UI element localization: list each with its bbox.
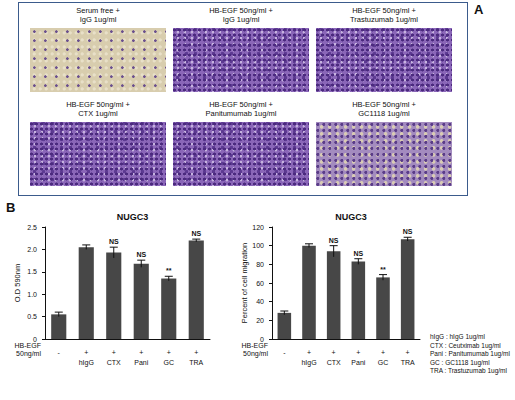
svg-text:**: ** [166, 267, 172, 274]
svg-text:Pani: Pani [134, 359, 148, 366]
html-text:CTX 1ug/ml: CTX 1ug/ml [78, 109, 118, 118]
svg-text:0.5: 0.5 [27, 313, 37, 320]
svg-text:+: + [84, 349, 88, 356]
svg-text:+: + [194, 349, 198, 356]
svg-text:O.D 590nm: O.D 590nm [13, 264, 22, 302]
html-text:A: A [474, 2, 484, 17]
svg-text:TRA: TRA [189, 359, 203, 366]
svg-text:+: + [167, 349, 171, 356]
svg-text:**: ** [380, 266, 386, 273]
svg-text:80: 80 [256, 261, 264, 268]
svg-text:NS: NS [191, 230, 201, 237]
html-text:B: B [6, 200, 16, 215]
svg-text:+: + [356, 349, 360, 356]
svg-text:+: + [112, 349, 116, 356]
svg-text:+: + [381, 349, 385, 356]
svg-text:1.5: 1.5 [27, 268, 37, 275]
svg-text:hIgG: hIgG [301, 359, 316, 367]
html-text:HB-EGF 50ng/ml +: HB-EGF 50ng/ml + [352, 6, 416, 15]
svg-text:40: 40 [256, 298, 264, 305]
svg-text:TRA: TRA [401, 359, 415, 366]
svg-text:CTX: CTX [107, 359, 121, 366]
html-text:Serum free +: Serum free + [76, 6, 120, 15]
svg-text:Pani: Pani [351, 359, 365, 366]
svg-text:NUGC3: NUGC3 [117, 212, 149, 222]
svg-text:+: + [406, 349, 410, 356]
html-text:Pani : Panitumumab 1ug/ml: Pani : Panitumumab 1ug/ml [430, 350, 510, 357]
html-text:TRA : Trastuzumab 1ug/ml: TRA : Trastuzumab 1ug/ml [430, 367, 507, 374]
svg-text:NUGC3: NUGC3 [335, 212, 367, 222]
svg-text:Percent of cell migration: Percent of cell migration [240, 243, 249, 323]
html-text:IgG 1ug/ml: IgG 1ug/ml [79, 15, 117, 24]
svg-text:NS: NS [329, 237, 339, 244]
html-text:HB-EGF 50ng/ml: HB-EGF 50ng/ml [241, 342, 268, 357]
html-text:HB-EGF 50ng/ml +: HB-EGF 50ng/ml + [66, 100, 130, 109]
html-text:HB-EGF 50ng/ml +: HB-EGF 50ng/ml + [209, 100, 273, 109]
svg-text:GC: GC [378, 359, 389, 366]
svg-text:NS: NS [353, 250, 363, 257]
svg-text:+: + [332, 349, 336, 356]
svg-text:NS: NS [109, 238, 119, 245]
svg-text:-: - [283, 349, 286, 356]
html-text:Trastuzumab 1ug/ml: Trastuzumab 1ug/ml [350, 15, 418, 24]
svg-text:CTX: CTX [327, 359, 341, 366]
html-text:hIgG : hIgG 1ug/ml: hIgG : hIgG 1ug/ml [430, 333, 485, 340]
svg-text:NS: NS [403, 228, 413, 235]
svg-text:2.5: 2.5 [27, 224, 37, 231]
svg-text:-: - [58, 349, 61, 356]
svg-text:+: + [307, 349, 311, 356]
svg-text:hIgG: hIgG [79, 359, 94, 367]
html-text:Panitumumab 1ug/ml: Panitumumab 1ug/ml [205, 109, 277, 118]
html-text:HB-EGF 50ng/ml +: HB-EGF 50ng/ml + [352, 100, 416, 109]
html-text:HB-EGF 50ng/ml +: HB-EGF 50ng/ml + [209, 6, 273, 15]
svg-text:GC: GC [164, 359, 175, 366]
svg-text:0: 0 [260, 336, 264, 343]
svg-text:100: 100 [252, 242, 264, 249]
svg-text:120: 120 [252, 224, 264, 231]
html-text:CTX : Ceutximab 1ug/ml: CTX : Ceutximab 1ug/ml [430, 341, 501, 349]
svg-text:2.0: 2.0 [27, 246, 37, 253]
svg-text:20: 20 [256, 317, 264, 324]
html-text:GC1118 1ug/ml: GC1118 1ug/ml [358, 109, 410, 118]
svg-text:+: + [139, 349, 143, 356]
svg-text:0: 0 [33, 336, 37, 343]
svg-text:60: 60 [256, 280, 264, 287]
html-text:GC : GC1118 1ug/ml: GC : GC1118 1ug/ml [430, 358, 490, 366]
html-text:IgG 1ug/ml: IgG 1ug/ml [222, 15, 260, 24]
svg-text:1.0: 1.0 [27, 291, 37, 298]
svg-text:NS: NS [136, 251, 146, 258]
html-text:HB-EGF 50ng/ml: HB-EGF 50ng/ml [14, 342, 41, 357]
